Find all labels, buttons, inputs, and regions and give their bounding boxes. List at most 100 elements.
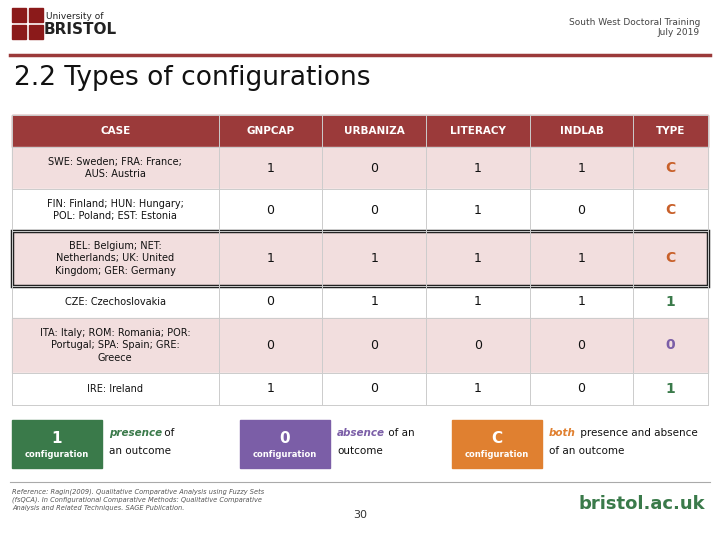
Text: presence and absence: presence and absence <box>577 428 698 438</box>
Bar <box>323 147 426 189</box>
Text: 1: 1 <box>266 252 274 265</box>
Text: 1: 1 <box>666 295 675 309</box>
Bar <box>219 318 323 373</box>
Bar <box>12 115 219 147</box>
Text: 1: 1 <box>266 161 274 174</box>
Text: C: C <box>492 431 503 445</box>
Bar <box>12 8 26 22</box>
Text: 0: 0 <box>577 204 585 217</box>
Text: University of: University of <box>46 12 104 21</box>
Text: configuration: configuration <box>25 450 89 459</box>
Bar <box>29 8 43 22</box>
Text: 30: 30 <box>353 510 367 520</box>
Text: of an outcome: of an outcome <box>549 446 624 456</box>
Text: ITA: Italy; ROM: Romania; POR:
Portugal; SPA: Spain; GRE:
Greece: ITA: Italy; ROM: Romania; POR: Portugal;… <box>40 328 191 363</box>
Bar <box>12 147 219 189</box>
Text: outcome: outcome <box>337 446 383 456</box>
Bar <box>426 318 530 373</box>
Bar <box>12 231 219 286</box>
Text: CASE: CASE <box>100 126 130 136</box>
Bar <box>530 231 634 286</box>
Text: Reference: Ragin(2009). Qualitative Comparative Analysis using Fuzzy Sets
(fsQCA: Reference: Ragin(2009). Qualitative Comp… <box>12 488 264 511</box>
Bar <box>219 373 323 405</box>
Bar <box>634 147 708 189</box>
Bar <box>219 286 323 318</box>
Bar <box>634 115 708 147</box>
Text: BEL: Belgium; NET:
Netherlands; UK: United
Kingdom; GER: Germany: BEL: Belgium; NET: Netherlands; UK: Unit… <box>55 241 176 276</box>
Text: 1: 1 <box>474 295 482 308</box>
Bar <box>219 147 323 189</box>
Bar <box>12 231 708 286</box>
Text: 1: 1 <box>577 161 585 174</box>
Text: 0: 0 <box>474 339 482 352</box>
Bar <box>426 147 530 189</box>
Text: South West Doctoral Training
July 2019: South West Doctoral Training July 2019 <box>569 18 700 37</box>
Text: 0: 0 <box>577 339 585 352</box>
Bar <box>634 286 708 318</box>
Bar <box>530 147 634 189</box>
Text: BRISTOL: BRISTOL <box>44 22 117 37</box>
Text: absence: absence <box>337 428 385 438</box>
Bar <box>530 115 634 147</box>
Bar <box>530 373 634 405</box>
Text: 1: 1 <box>52 431 62 445</box>
Text: of: of <box>161 428 174 438</box>
Bar <box>323 373 426 405</box>
Text: URBANIZA: URBANIZA <box>343 126 405 136</box>
Bar <box>426 189 530 231</box>
Text: 0: 0 <box>666 339 675 353</box>
Bar <box>240 420 330 468</box>
Text: 1: 1 <box>474 161 482 174</box>
Text: 1: 1 <box>577 295 585 308</box>
Bar <box>426 373 530 405</box>
Bar <box>634 373 708 405</box>
Bar <box>12 373 219 405</box>
Bar <box>219 189 323 231</box>
Text: 1: 1 <box>474 382 482 395</box>
Bar <box>634 189 708 231</box>
Text: an outcome: an outcome <box>109 446 171 456</box>
Text: 1: 1 <box>577 252 585 265</box>
Text: of an: of an <box>385 428 415 438</box>
Bar <box>29 25 43 39</box>
Text: 1: 1 <box>666 382 675 396</box>
Bar <box>12 286 219 318</box>
Bar <box>12 25 26 39</box>
Bar <box>452 420 542 468</box>
Bar <box>323 318 426 373</box>
Text: both: both <box>549 428 576 438</box>
Text: CZE: Czechoslovakia: CZE: Czechoslovakia <box>65 297 166 307</box>
Text: 0: 0 <box>370 161 378 174</box>
Text: LITERACY: LITERACY <box>450 126 505 136</box>
Text: 0: 0 <box>279 431 290 445</box>
Text: 0: 0 <box>370 204 378 217</box>
Bar <box>323 231 426 286</box>
Bar <box>530 318 634 373</box>
Text: 0: 0 <box>370 382 378 395</box>
Text: 0: 0 <box>266 339 274 352</box>
Bar <box>219 231 323 286</box>
Text: GNPCAP: GNPCAP <box>246 126 294 136</box>
Text: 0: 0 <box>266 295 274 308</box>
Text: 1: 1 <box>370 252 378 265</box>
Bar <box>323 189 426 231</box>
Bar <box>530 189 634 231</box>
Bar <box>219 115 323 147</box>
Text: C: C <box>665 161 676 175</box>
Text: C: C <box>665 203 676 217</box>
Text: 1: 1 <box>266 382 274 395</box>
Bar <box>426 286 530 318</box>
Text: C: C <box>665 252 676 265</box>
Bar <box>426 231 530 286</box>
Text: 0: 0 <box>370 339 378 352</box>
Text: 2.2 Types of configurations: 2.2 Types of configurations <box>14 65 371 91</box>
Text: INDLAB: INDLAB <box>559 126 603 136</box>
Bar <box>12 189 219 231</box>
Text: 0: 0 <box>266 204 274 217</box>
Text: bristol.ac.uk: bristol.ac.uk <box>578 495 705 513</box>
Bar <box>634 231 708 286</box>
Bar <box>323 115 426 147</box>
Text: presence: presence <box>109 428 162 438</box>
Bar <box>12 420 102 468</box>
Bar <box>323 286 426 318</box>
